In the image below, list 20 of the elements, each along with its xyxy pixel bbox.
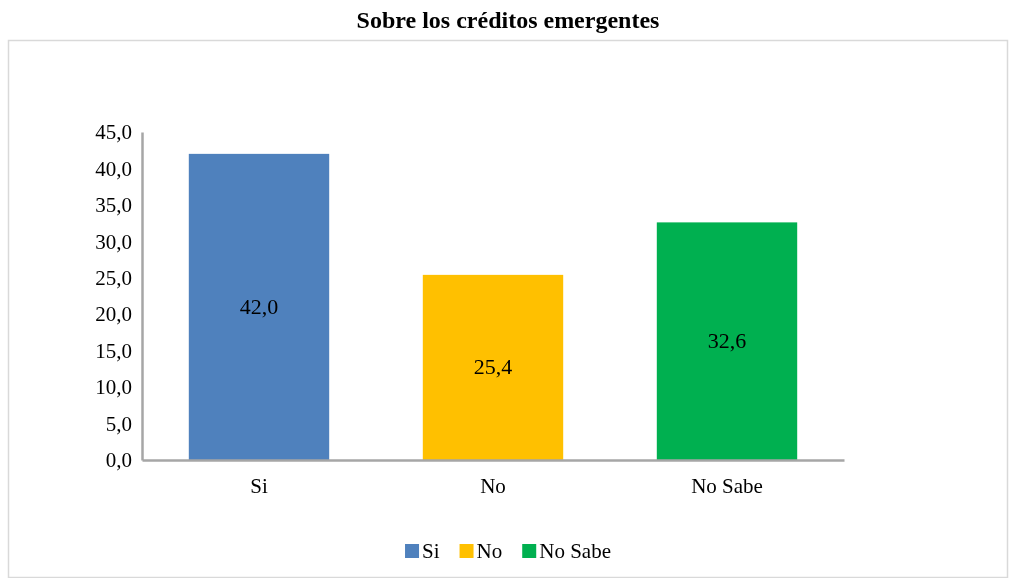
data-label: 32,6	[707, 328, 747, 354]
x-tick-label: No	[480, 473, 506, 498]
x-tick-label: Si	[250, 473, 268, 498]
y-tick-label: 25,0	[95, 266, 132, 290]
legend-label: No	[476, 539, 503, 563]
y-tick-label: 15,0	[95, 338, 132, 363]
x-tick-label: No Sabe	[691, 473, 763, 498]
y-tick-label: 10,0	[95, 375, 132, 400]
y-tick-label: 0,0	[105, 448, 132, 473]
y-tick-label: 30,0	[95, 229, 132, 254]
chart-title: Sobre los créditos emergentes	[356, 7, 660, 33]
y-tick-label: 35,0	[95, 193, 132, 218]
y-tick-label: 20,0	[95, 302, 132, 327]
data-label: 42,0	[239, 293, 279, 319]
legend-label: No Sabe	[539, 539, 611, 563]
y-tick-label: 45,0	[95, 120, 132, 145]
y-tick-label: 5,0	[105, 411, 132, 436]
y-tick-label: 40,0	[95, 156, 132, 181]
data-label: 25,4	[473, 354, 513, 380]
legend-label: Si	[422, 539, 440, 563]
